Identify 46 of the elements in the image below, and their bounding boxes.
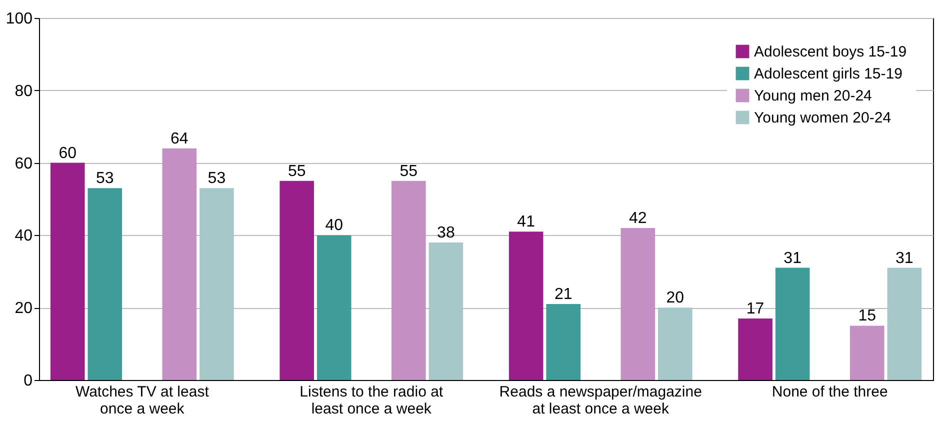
- bar: [620, 228, 656, 380]
- data-label: 21: [554, 286, 572, 303]
- data-label: 41: [517, 214, 536, 231]
- y-tick-label: 0: [24, 372, 33, 390]
- legend-label: Adolescent boys 15-19: [754, 44, 907, 60]
- y-tick-label: 20: [14, 300, 33, 318]
- data-label: 53: [208, 170, 226, 188]
- bar: [50, 162, 85, 380]
- bar: [280, 180, 314, 380]
- bar: [775, 268, 810, 380]
- x-tick-label: Watches TV at least once a week: [75, 384, 210, 418]
- data-label: 55: [400, 162, 418, 180]
- data-label: 38: [437, 224, 455, 242]
- bar: [428, 242, 464, 380]
- x-tick-label: Listens to the radio at least once a week: [300, 384, 444, 418]
- data-label: 15: [858, 308, 876, 325]
- data-label: 31: [895, 250, 914, 267]
- data-label: 53: [96, 170, 114, 188]
- bar: [162, 148, 197, 380]
- bar: [887, 268, 922, 380]
- data-label: 42: [628, 210, 647, 227]
- bar: [88, 188, 122, 380]
- legend-label: Adolescent girls 15-19: [754, 66, 902, 82]
- x-tick-label: None of the three: [772, 384, 888, 400]
- bar: [850, 326, 884, 380]
- y-tick-label: 60: [14, 155, 33, 172]
- data-label: 55: [288, 162, 306, 180]
- data-label: 40: [325, 217, 344, 234]
- bar: [392, 180, 426, 380]
- bar: [546, 304, 580, 380]
- y-tick-label: 40: [14, 228, 33, 245]
- legend-label: Young men 20-24: [754, 88, 872, 104]
- bar: [200, 188, 234, 380]
- y-tick-label: 100: [6, 10, 33, 28]
- data-label: 17: [746, 300, 764, 318]
- data-label: 60: [58, 144, 77, 162]
- legend-label: Young women 20-24: [754, 110, 892, 126]
- bar: [316, 235, 352, 380]
- data-label: 31: [784, 250, 802, 267]
- bar: [508, 232, 544, 380]
- data-label: 64: [170, 130, 188, 148]
- bar: [738, 318, 772, 380]
- bar: [658, 308, 692, 380]
- y-tick-label: 80: [14, 82, 33, 100]
- data-label: 20: [666, 290, 684, 307]
- x-tick-label: Reads a newspaper/magazine at least once a week: [499, 384, 702, 418]
